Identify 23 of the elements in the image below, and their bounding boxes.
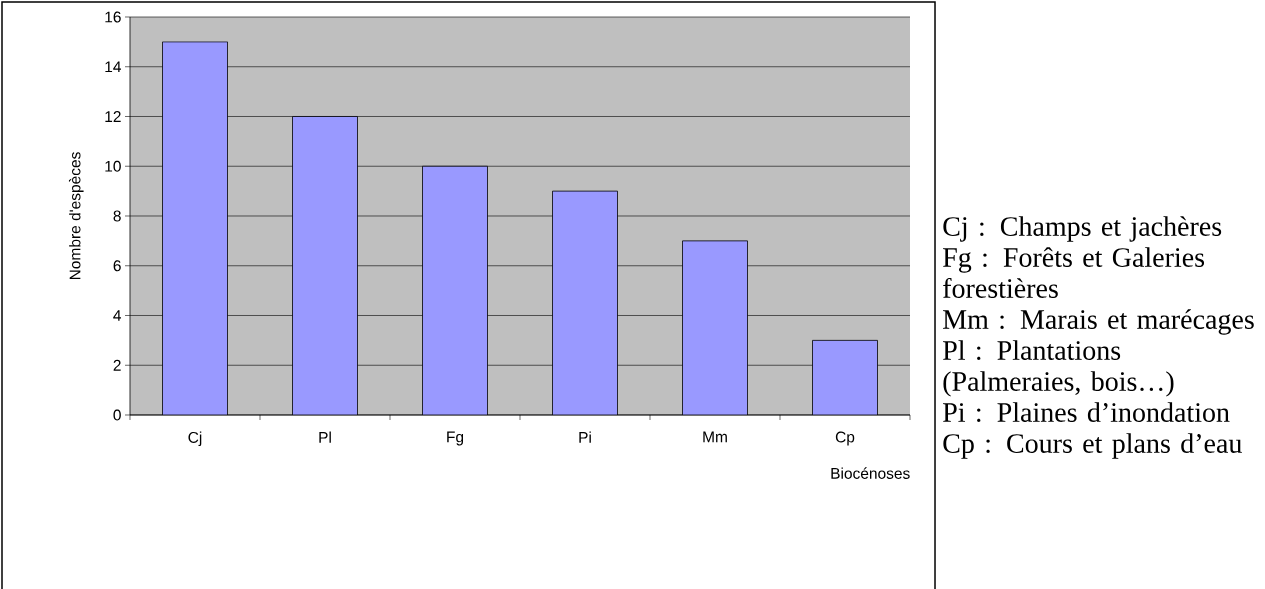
y-tick-label: 14 [105, 61, 122, 73]
y-tick-label: 0 [113, 409, 121, 421]
y-tick-label: 6 [113, 260, 121, 272]
x-axis-title: Biocénoses [831, 467, 910, 479]
y-tick-label: 10 [105, 160, 121, 172]
text: Cp : Cours et plans d’eau [943, 433, 1242, 459]
x-tick-label: Cp [835, 431, 855, 446]
text: Pi : Plaines d’inondation [943, 402, 1230, 423]
y-tick-label: 2 [113, 359, 121, 371]
y-tick-label: 8 [113, 210, 121, 222]
text: Pl : Plantations (Palmeraies, bois…) [943, 340, 1174, 397]
y-tick-label: 12 [105, 111, 121, 122]
y-tick-label: 16 [105, 11, 121, 23]
text: Cj : Champs et jachères [943, 216, 1222, 242]
x-tick-label: Pl [319, 431, 331, 443]
y-tick-label: 4 [113, 310, 122, 321]
x-tick-label: Mm [703, 431, 727, 443]
x-tick-label: Cj [188, 431, 202, 446]
text: Mm : Marais et marécages [943, 309, 1254, 335]
y-axis-title: Nombre d'espèces [68, 152, 84, 280]
x-tick-label: Fg [447, 431, 464, 446]
text: Fg : Forêts et Galeries forestières [943, 247, 1205, 298]
x-tick-label: Pi [579, 431, 591, 443]
